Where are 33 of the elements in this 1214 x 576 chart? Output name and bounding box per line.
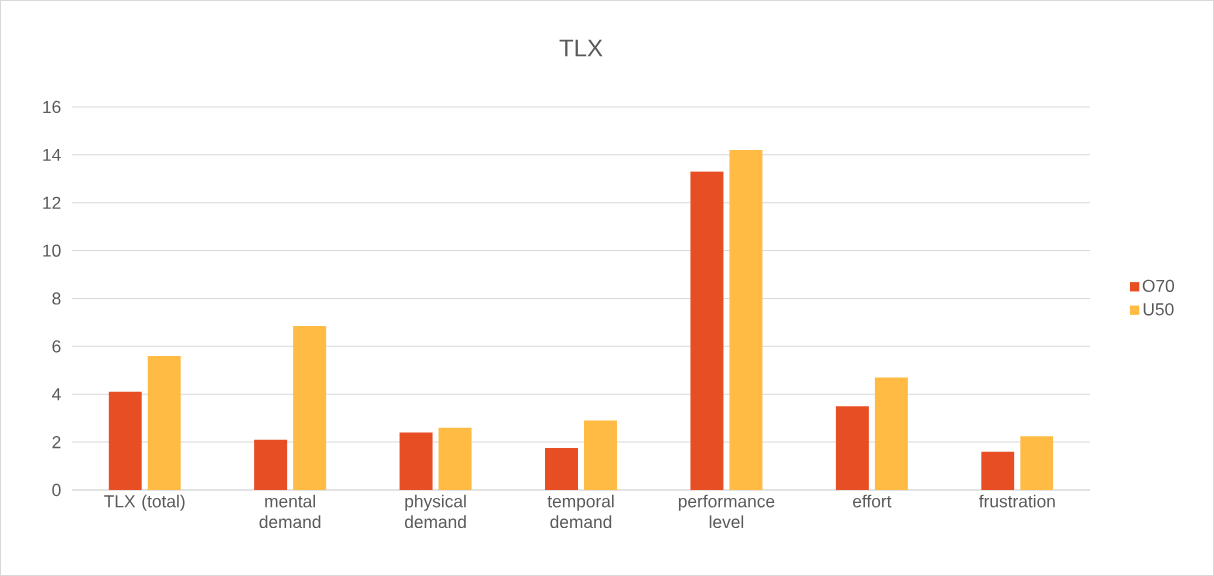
bar: [690, 171, 724, 491]
x-tick-label: TLX (total): [104, 494, 185, 511]
y-tick-label: 8: [52, 292, 61, 305]
y-tick-label: 14: [43, 148, 61, 161]
x-tick-label: frustration: [979, 494, 1055, 508]
bar: [438, 427, 472, 491]
bar: [584, 420, 617, 491]
y-tick-label: 10: [43, 244, 61, 257]
bar: [399, 432, 433, 491]
x-tick-label: mental demand: [259, 494, 321, 529]
y-tick-label: 2: [52, 436, 61, 449]
x-tick-label: physical demand: [404, 494, 466, 529]
bar: [835, 406, 869, 491]
bar: [545, 448, 578, 491]
x-tick-label: performance level: [678, 494, 775, 529]
x-tick-label: temporal demand: [547, 494, 614, 529]
bar: [108, 391, 142, 491]
bar: [293, 326, 327, 491]
x-tick-label: effort: [853, 494, 892, 508]
y-tick-label: 16: [43, 100, 61, 114]
legend-label: O70: [1142, 279, 1175, 292]
y-tick-label: 12: [43, 196, 61, 209]
chart-title: TLX: [559, 39, 603, 57]
bar: [1020, 436, 1054, 491]
bar: [874, 377, 908, 491]
y-tick-label: 0: [52, 483, 61, 497]
y-tick-label: 4: [52, 388, 61, 401]
bar: [147, 355, 181, 491]
bar: [254, 439, 288, 491]
y-tick-label: 6: [52, 340, 61, 353]
bar: [981, 451, 1015, 491]
bar: [729, 150, 763, 491]
legend-label: U50: [1143, 303, 1174, 316]
